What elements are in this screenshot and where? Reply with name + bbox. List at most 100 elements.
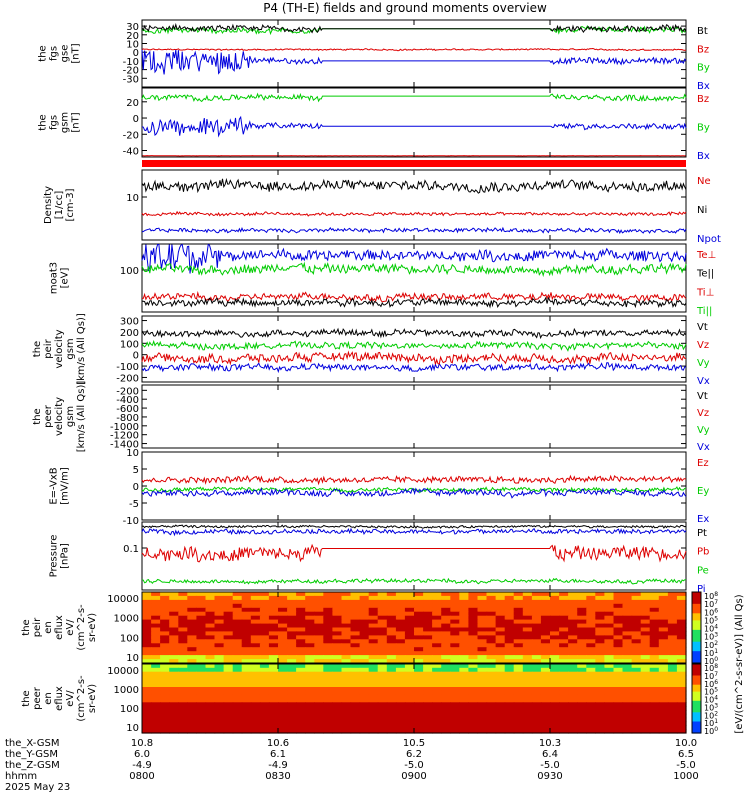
spectrogram-cell: [513, 664, 524, 669]
spectrogram-cell: [676, 713, 687, 719]
spectrogram-cell: [604, 639, 615, 644]
spectrogram-cell: [559, 706, 569, 711]
spectrogram-cell: [160, 635, 170, 640]
spectrogram-cell: [432, 635, 442, 640]
spectrogram-cell: [178, 717, 188, 723]
spectrogram-cell: [468, 675, 479, 680]
spectrogram-cell: [305, 631, 315, 636]
spectrogram-cell: [341, 664, 352, 669]
spectrogram-cell: [151, 664, 161, 669]
spectrogram-cell: [531, 635, 542, 640]
spectrogram-cell: [341, 702, 352, 707]
spectrogram-cell: [196, 607, 207, 613]
spectrogram-cell: [486, 592, 497, 597]
spectrogram-cell: [341, 607, 352, 613]
spectrogram-cell: [259, 647, 270, 652]
spectrogram-cell: [604, 671, 615, 677]
spectrogram-cell: [513, 643, 524, 648]
spectrogram-cell: [622, 615, 633, 621]
spectrogram-cell: [305, 627, 315, 632]
spectrogram-cell: [631, 647, 642, 652]
colorbar-swatch: [692, 693, 701, 697]
spectrogram-cell: [314, 599, 324, 605]
spectrogram-cell: [395, 595, 406, 601]
spectrogram-cell: [377, 619, 388, 625]
spectrogram-cell: [432, 713, 442, 719]
y-axis-label: eflux: [54, 615, 65, 640]
spectrogram-cell: [450, 698, 460, 703]
spectrogram-cell: [386, 698, 397, 703]
spectrogram-cell: [649, 623, 660, 629]
spectrogram-cell: [196, 717, 207, 723]
spectrogram-cell: [640, 671, 651, 677]
spectrogram-cell: [305, 599, 315, 605]
spectrogram-cell: [658, 725, 669, 730]
spectrogram-cell: [649, 725, 660, 730]
spectrogram-cell: [241, 659, 252, 664]
spectrogram-cell: [214, 643, 225, 648]
spectrogram-cell: [196, 603, 207, 609]
spectrogram-cell: [268, 619, 279, 625]
spectrogram-cell: [196, 631, 207, 636]
spectrogram-cell: [468, 615, 479, 621]
colorbar-tick-label: 104: [704, 695, 718, 705]
spectrogram-cell: [586, 611, 596, 617]
spectrogram-cell: [441, 713, 451, 719]
spectrogram-cell: [649, 639, 660, 644]
spectrogram-cell: [160, 611, 170, 617]
spectrogram-cell: [432, 595, 442, 601]
spectrogram-cell: [676, 651, 687, 656]
spectrogram-cell: [160, 603, 170, 609]
spectrogram-cell: [441, 615, 451, 621]
spectrogram-cell: [504, 725, 515, 730]
spectrogram-cell: [187, 659, 197, 664]
spectrogram-cell: [468, 721, 479, 726]
spectrogram-cell: [359, 683, 370, 688]
spectrogram-cell: [259, 631, 270, 636]
spectrogram-cell: [676, 595, 687, 601]
spectrogram-cell: [350, 635, 361, 640]
spectrogram-cell: [241, 635, 252, 640]
spectrogram-cell: [432, 706, 442, 711]
y-axis-label: [cm-3]: [65, 188, 76, 221]
spectrogram-cell: [160, 683, 170, 688]
spectrogram-cell: [404, 725, 415, 730]
spectrogram-cell: [613, 595, 624, 601]
spectrogram-cell: [577, 655, 587, 660]
spectrogram-cell: [495, 725, 506, 730]
spectrogram-cell: [350, 664, 361, 669]
spectrogram-cell: [241, 651, 252, 656]
spectrogram-cell: [577, 698, 587, 703]
spectrogram-cell: [513, 729, 524, 734]
spectrogram-cell: [604, 687, 615, 692]
spectrogram-cell: [522, 639, 533, 644]
spectrogram-cell: [432, 710, 442, 715]
spectrogram-cell: [550, 592, 560, 597]
spectrogram-cell: [658, 679, 669, 684]
spectrogram-cell: [550, 706, 560, 711]
spectrogram-cell: [522, 607, 533, 613]
spectrogram-cell: [441, 725, 451, 730]
spectrogram-cell: [160, 655, 170, 660]
spectrogram-cell: [495, 698, 506, 703]
spectrogram-cell: [559, 595, 569, 601]
spectrogram-cell: [214, 729, 225, 734]
spectrogram-cell: [441, 627, 451, 632]
spectrogram-cell: [531, 643, 542, 648]
spectrogram-cell: [586, 595, 596, 601]
spectrogram-cell: [559, 623, 569, 629]
spectrogram-cell: [522, 592, 533, 597]
panel-peir_velocity: the peir velocity gsm [km/s (All Qs)] 3002001…: [32, 313, 710, 387]
spectrogram-cell: [658, 639, 669, 644]
spectrogram-cell: [640, 655, 651, 660]
spectrogram-cell: [577, 702, 587, 707]
spectrogram-cell: [314, 627, 324, 632]
spectrogram-cell: [368, 627, 379, 632]
spectrogram-cell: [377, 683, 388, 688]
spectrogram-cell: [504, 698, 515, 703]
spectrogram-cell: [259, 710, 270, 715]
spectrogram-cell: [459, 631, 469, 636]
spectrogram-cell: [432, 683, 442, 688]
spectrogram-cell: [205, 611, 216, 617]
spectrogram-cell: [540, 631, 551, 636]
